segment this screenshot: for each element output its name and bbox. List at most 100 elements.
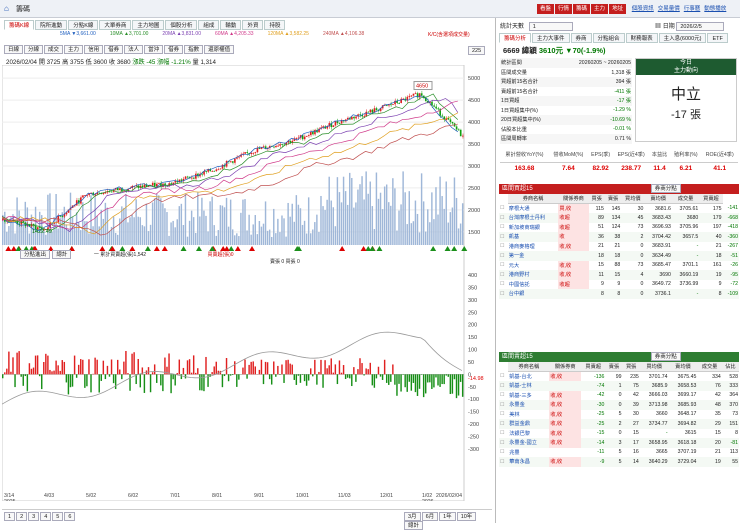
table-head[interactable]: 成交量 <box>672 194 699 204</box>
table-head[interactable]: 賣張 <box>605 194 621 204</box>
table-head[interactable]: 佔比 <box>722 362 739 372</box>
table-head[interactable]: 買張 <box>623 362 640 372</box>
page-btn-4[interactable]: 5 <box>52 512 63 521</box>
sub-tab-0[interactable]: 日線 <box>4 45 23 54</box>
row-checkbox[interactable]: ☐ <box>499 457 508 467</box>
top-btn-2[interactable]: 籌碼 <box>573 4 590 14</box>
tab-7[interactable]: 輪動 <box>220 20 241 30</box>
sub-tab-6[interactable]: 法人 <box>124 45 143 54</box>
tab-6[interactable]: 組成 <box>198 20 219 30</box>
row-checkbox[interactable]: ☐ <box>499 391 508 401</box>
sub-tab-2[interactable]: 成交 <box>44 45 63 54</box>
row-checkbox[interactable]: ☐ <box>499 242 508 252</box>
sub-tab-1[interactable]: 分線 <box>24 45 43 54</box>
sub-chart-select[interactable]: 分點進出 <box>20 250 50 259</box>
table-head[interactable]: 買均價 <box>621 194 644 204</box>
sub-tab-8[interactable]: 借券 <box>164 45 183 54</box>
sub-tab-7[interactable]: 當沖 <box>144 45 163 54</box>
tab-9[interactable]: 持股 <box>264 20 285 30</box>
page-btn-0[interactable]: 1 <box>4 512 15 521</box>
row-checkbox[interactable]: ☐ <box>499 410 508 420</box>
top-link-2[interactable]: 行事曆 <box>684 6 701 12</box>
row-checkbox[interactable]: ☐ <box>499 372 508 382</box>
table-head[interactable]: 關係券商 <box>558 194 588 204</box>
tab-4[interactable]: 主力地圖 <box>132 20 164 30</box>
top-btn-1[interactable]: 行情 <box>555 4 572 14</box>
row-checkbox[interactable]: ☐ <box>499 429 508 439</box>
days-select[interactable]: 1 <box>529 22 573 31</box>
home-icon[interactable]: ⌂ <box>4 4 9 13</box>
table-head[interactable]: 成交量 <box>697 362 721 372</box>
row-checkbox[interactable]: ☐ <box>499 381 508 391</box>
row-checkbox[interactable]: ☐ <box>499 223 508 233</box>
page-btn-2[interactable]: 3 <box>28 512 39 521</box>
top-btn-3[interactable]: 主力 <box>591 4 608 14</box>
top-btn-0[interactable]: 看盤 <box>537 4 554 14</box>
range-btn-0[interactable]: 3月 <box>404 512 421 521</box>
row-checkbox[interactable]: ☐ <box>499 400 508 410</box>
sub-tab-5[interactable]: 借券 <box>104 45 123 54</box>
table-head[interactable]: 券商名稱 <box>508 194 559 204</box>
range-btn-3[interactable]: 10年 <box>457 512 477 521</box>
period-input[interactable]: 225 <box>468 46 485 55</box>
right-tab-2[interactable]: 券商 <box>571 33 592 43</box>
row-checkbox[interactable]: ☐ <box>499 204 508 214</box>
row-checkbox[interactable]: ☐ <box>499 289 508 299</box>
row-checkbox[interactable]: ☐ <box>499 213 508 223</box>
sub-chart-btn[interactable]: 總計 <box>52 250 71 259</box>
tab-2[interactable]: 分點K線 <box>68 20 98 30</box>
row-checkbox[interactable]: ☐ <box>499 438 508 448</box>
row-checkbox[interactable]: ☐ <box>499 232 508 242</box>
page-btn-1[interactable]: 2 <box>16 512 27 521</box>
page-btn-5[interactable]: 6 <box>64 512 75 521</box>
table-head[interactable]: 賣張 <box>605 362 622 372</box>
tab-3[interactable]: 大單券商 <box>99 20 131 30</box>
tab-0[interactable]: 籌碼K線 <box>4 20 34 30</box>
tab-5[interactable]: 個股分析 <box>165 20 197 30</box>
table-head[interactable]: 買張 <box>589 194 605 204</box>
stock-chart[interactable]: 5000450040003500300025002000150046501422… <box>2 65 494 501</box>
top-btn-4[interactable]: 地址 <box>609 4 626 14</box>
sub-tab-10[interactable]: 還原權值 <box>204 45 234 54</box>
table-head[interactable]: 買賣超 <box>581 362 605 372</box>
sub-tab-4[interactable]: 信用 <box>84 45 103 54</box>
table-head[interactable]: 買賣超 <box>699 194 722 204</box>
range-btn-2[interactable]: 1年 <box>439 512 456 521</box>
top-link-1[interactable]: 交易量價 <box>658 6 680 12</box>
row-checkbox[interactable]: ☐ <box>499 448 508 458</box>
buy-select[interactable]: 券商分點 <box>651 184 681 193</box>
page-btn-3[interactable]: 4 <box>40 512 51 521</box>
date-input[interactable]: 2026/2/5 <box>676 22 724 31</box>
table-head[interactable]: 買均價 <box>640 362 669 372</box>
right-tab-0[interactable]: 籌碼分析 <box>499 33 531 43</box>
row-checkbox[interactable]: ☐ <box>499 261 508 271</box>
sub-tab-9[interactable]: 指數 <box>184 45 203 54</box>
table-head[interactable]: 賣均價 <box>644 194 671 204</box>
row-checkbox[interactable]: ☐ <box>499 270 508 280</box>
table-head[interactable]: 關係券商 <box>549 362 581 372</box>
tab-8[interactable]: 外資 <box>242 20 263 30</box>
right-tab-6[interactable]: ETF <box>707 33 727 43</box>
row-checkbox[interactable]: ☐ <box>499 419 508 429</box>
top-link-3[interactable]: 動態播放 <box>704 6 726 12</box>
right-tab-4[interactable]: 財務報表 <box>626 33 658 43</box>
range-btn-1[interactable]: 6月 <box>422 512 439 521</box>
top-link-0[interactable]: 個股資訊 <box>632 6 654 12</box>
right-tab-5[interactable]: 主入息(6000元) <box>659 33 707 43</box>
